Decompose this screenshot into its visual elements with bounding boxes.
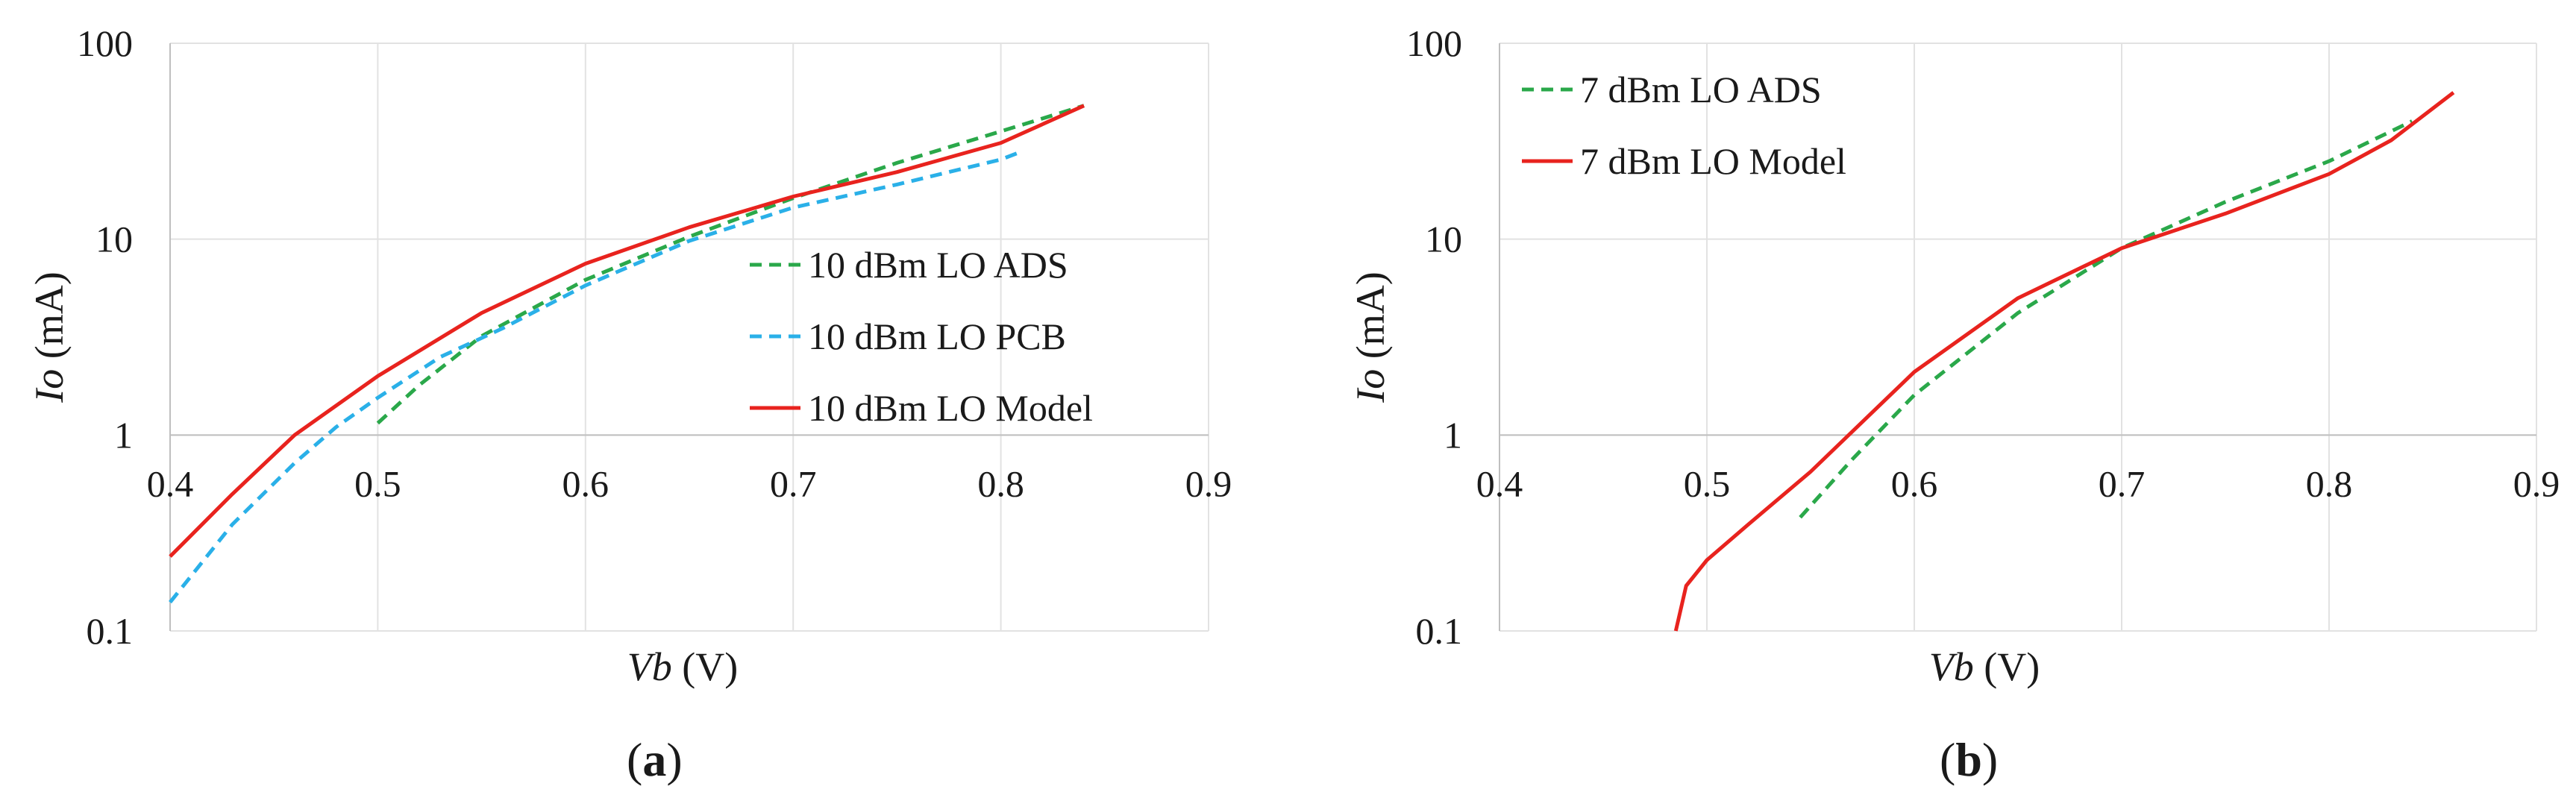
legend-entry-label: 7 dBm LO ADS: [1580, 69, 1822, 110]
x-tick-label: 0.9: [2513, 462, 2560, 504]
series-line: [169, 149, 1023, 604]
y-tick-label: 0.1: [87, 610, 134, 652]
chart-panel-a: 0.1 1 10 100 0.4 0.5 0.6 0.7 0.8 0.9 10 dBm LO ADS…: [27, 22, 1232, 786]
x-tick-label: 0.8: [2306, 462, 2353, 504]
x-tick-label: 0.6: [562, 462, 609, 504]
x-tick-label: 0.5: [1684, 462, 1731, 504]
legend-entry-label: 10 dBm LO PCB: [808, 315, 1066, 357]
legend-entry-label: 10 dBm LO Model: [808, 387, 1093, 429]
y-tick-label: 1: [114, 414, 133, 456]
x-axis-label: Vb (V): [1929, 644, 2040, 689]
x-tick-label: 0.7: [2099, 462, 2146, 504]
series-line: [169, 104, 1085, 558]
x-tick-label: 0.8: [977, 462, 1024, 504]
x-tick-label: 0.9: [1185, 462, 1232, 504]
series-line: [376, 104, 1085, 425]
y-tick-label: 10: [95, 219, 133, 260]
x-tick-label: 0.4: [1476, 462, 1523, 504]
y-tick-label: 100: [1406, 22, 1462, 64]
x-axis-label: Vb (V): [627, 644, 738, 689]
panel-label: (b): [1940, 733, 1998, 786]
chart-panel-b: 0.1 1 10 100 0.4 0.5 0.6 0.7 0.8 0.9 7 dBm LO ADS 7…: [1348, 22, 2560, 786]
legend-entry-label: 10 dBm LO ADS: [808, 244, 1068, 286]
x-tick-label: 0.5: [354, 462, 401, 504]
x-tick-label: 0.7: [770, 462, 817, 504]
x-tick-label: 0.6: [1891, 462, 1938, 504]
y-axis-label: Io (mA): [1348, 271, 1393, 403]
y-axis-label: Io (mA): [27, 271, 72, 403]
panel-label: (a): [627, 733, 683, 786]
legend-entry-label: 7 dBm LO Model: [1580, 140, 1846, 182]
y-tick-label: 100: [77, 22, 133, 64]
y-tick-label: 1: [1444, 414, 1462, 456]
series-line: [1799, 119, 2413, 519]
y-tick-label: 0.1: [1416, 610, 1463, 652]
series-line: [1673, 91, 2455, 632]
y-tick-label: 10: [1425, 219, 1462, 260]
x-tick-label: 0.4: [147, 462, 194, 504]
